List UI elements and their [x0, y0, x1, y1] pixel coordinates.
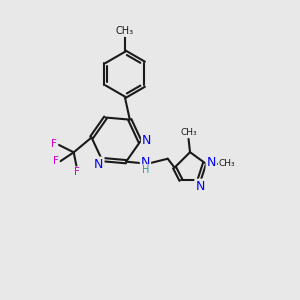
Text: F: F — [51, 139, 57, 149]
Text: N: N — [195, 180, 205, 193]
Text: CH₃: CH₃ — [116, 26, 134, 36]
Text: CH₃: CH₃ — [180, 128, 197, 137]
Text: N: N — [207, 156, 216, 170]
Text: N: N — [142, 134, 151, 147]
Text: N: N — [94, 158, 104, 170]
Text: F: F — [74, 167, 80, 177]
Text: CH₃: CH₃ — [218, 159, 235, 168]
Text: N: N — [141, 156, 150, 169]
Text: H: H — [142, 165, 150, 175]
Text: F: F — [53, 156, 59, 166]
